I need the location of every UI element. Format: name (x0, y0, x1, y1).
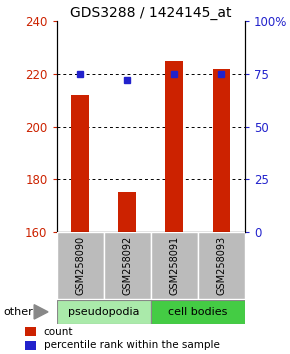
Bar (151, 232, 198, 299)
Bar (25, 327, 36, 336)
Polygon shape (34, 305, 48, 319)
Text: GSM258092: GSM258092 (122, 236, 132, 295)
Title: GDS3288 / 1424145_at: GDS3288 / 1424145_at (70, 6, 231, 20)
Bar (151, 300, 245, 324)
Text: GSM258090: GSM258090 (75, 236, 85, 295)
Bar (57, 300, 151, 324)
Bar (118, 192, 136, 232)
Bar (198, 232, 245, 299)
Bar (104, 232, 151, 299)
Text: cell bodies: cell bodies (168, 307, 228, 317)
Text: count: count (44, 326, 73, 337)
Bar (165, 61, 183, 232)
Text: other: other (3, 307, 33, 317)
Text: percentile rank within the sample: percentile rank within the sample (44, 340, 220, 350)
Bar (25, 341, 36, 350)
Bar (71, 95, 89, 232)
Text: pseudopodia: pseudopodia (68, 307, 139, 317)
Text: GSM258093: GSM258093 (217, 236, 226, 295)
Text: GSM258091: GSM258091 (169, 236, 179, 295)
Bar (213, 69, 231, 232)
Bar (57, 232, 104, 299)
